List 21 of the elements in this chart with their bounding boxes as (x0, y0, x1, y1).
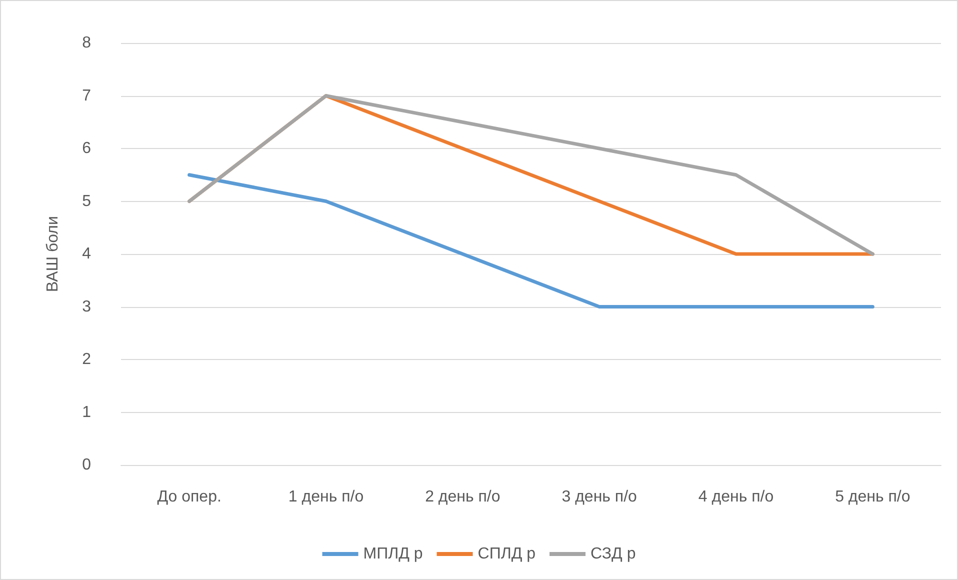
y-tick-label: 1 (82, 404, 92, 421)
y-tick-label: 0 (82, 456, 92, 474)
x-tick-label: До опер. (157, 488, 222, 506)
legend-label: МПЛД р (363, 546, 423, 562)
y-tick-label: 2 (82, 351, 92, 368)
y-tick-label: 3 (82, 298, 92, 316)
x-tick-label: 4 день п/о (698, 488, 774, 506)
y-tick-label: 7 (82, 87, 92, 104)
line-series (188, 173, 874, 308)
x-tick-label: 3 день п/о (562, 488, 638, 506)
y-tick-label: 5 (82, 192, 92, 210)
legend-label: СЗД р (590, 546, 636, 562)
x-tick-label: 2 день п/о (425, 488, 500, 506)
y-tick-label: 6 (82, 140, 92, 157)
line-series (188, 94, 874, 256)
legend-label: СПЛД р (478, 546, 536, 562)
y-tick-label: 4 (82, 246, 92, 262)
x-tick-label: 5 день п/о (835, 488, 910, 506)
y-axis-title: ВАШ боли (44, 216, 62, 292)
x-tick-label: 1 день п/о (288, 488, 364, 506)
y-tick-label: 8 (82, 34, 92, 52)
